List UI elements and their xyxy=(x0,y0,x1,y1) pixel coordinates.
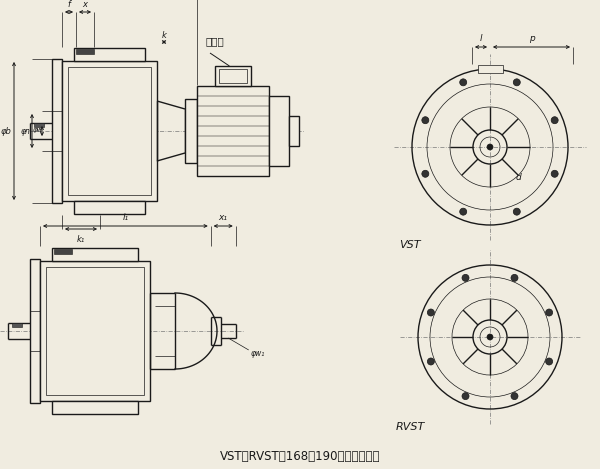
Circle shape xyxy=(511,274,518,281)
Circle shape xyxy=(462,274,469,281)
Text: d: d xyxy=(515,173,521,182)
Circle shape xyxy=(545,358,553,365)
Text: 电动机: 电动机 xyxy=(206,36,224,46)
Circle shape xyxy=(551,117,558,124)
Circle shape xyxy=(460,208,467,215)
Circle shape xyxy=(487,334,493,340)
Circle shape xyxy=(487,144,493,150)
Bar xyxy=(12,323,22,327)
Bar xyxy=(215,66,251,86)
Bar xyxy=(34,123,44,127)
Text: k₁: k₁ xyxy=(77,234,85,243)
Circle shape xyxy=(513,208,520,215)
Circle shape xyxy=(513,79,520,86)
Text: i₁: i₁ xyxy=(122,212,128,221)
Circle shape xyxy=(545,309,553,316)
Bar xyxy=(197,86,269,176)
Bar xyxy=(68,67,151,195)
Bar xyxy=(46,267,144,395)
Bar xyxy=(74,201,145,214)
Circle shape xyxy=(427,358,434,365)
Text: φn: φn xyxy=(21,127,31,136)
Circle shape xyxy=(462,393,469,400)
Bar xyxy=(40,261,150,401)
Text: φw: φw xyxy=(33,127,43,133)
Text: VST: VST xyxy=(399,240,421,250)
Bar xyxy=(478,65,503,73)
Circle shape xyxy=(427,309,434,316)
Text: RVST: RVST xyxy=(395,422,425,432)
Circle shape xyxy=(511,393,518,400)
Text: φb: φb xyxy=(1,127,11,136)
Circle shape xyxy=(551,170,558,177)
Circle shape xyxy=(422,117,429,124)
Bar xyxy=(76,49,94,54)
Text: p: p xyxy=(529,33,535,43)
Bar xyxy=(74,48,145,61)
Bar xyxy=(185,99,197,163)
Text: x: x xyxy=(83,0,88,8)
Bar xyxy=(62,61,157,201)
Bar xyxy=(269,96,289,166)
Bar xyxy=(52,59,62,203)
Bar xyxy=(30,259,40,403)
Text: l: l xyxy=(480,33,482,43)
Circle shape xyxy=(460,79,467,86)
Text: f: f xyxy=(67,0,71,8)
Text: x₁: x₁ xyxy=(219,212,228,221)
Text: φw₁: φw₁ xyxy=(251,348,265,357)
Text: VST、RVST（168～190）外形尺寸图: VST、RVST（168～190）外形尺寸图 xyxy=(220,449,380,462)
Circle shape xyxy=(422,170,429,177)
Bar xyxy=(52,401,138,414)
Bar xyxy=(219,69,247,83)
Bar xyxy=(289,116,299,146)
Bar xyxy=(52,248,138,261)
Bar xyxy=(54,249,72,254)
Text: k: k xyxy=(161,30,166,39)
